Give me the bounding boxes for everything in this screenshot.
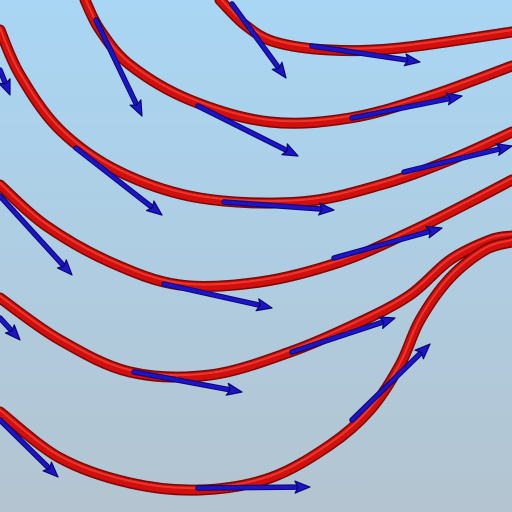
arrow-9	[401, 143, 512, 175]
arrow-13	[0, 315, 21, 341]
streamline-5-highlight	[0, 233, 512, 377]
arrow-16-head	[42, 461, 59, 478]
arrow-5	[349, 92, 463, 121]
arrow-1-shaft	[230, 2, 279, 68]
arrow-15-shaft	[290, 320, 383, 354]
arrow-4-head	[281, 143, 299, 157]
arrow-7-head	[145, 200, 163, 216]
arrow-7-shaft	[74, 146, 152, 208]
arrow-2-head	[403, 53, 421, 67]
arrow-6-shaft	[0, 68, 7, 83]
arrow-14-head	[225, 382, 243, 396]
arrow-1	[229, 1, 287, 79]
arrow-9-shaft	[402, 147, 500, 174]
arrow-17-head	[294, 480, 311, 494]
arrow-1-head	[271, 61, 287, 79]
streamline-6-body	[0, 238, 512, 495]
arrow-12-head	[425, 225, 443, 239]
arrow-5-shaft	[350, 97, 450, 120]
arrow-13-head	[4, 324, 21, 341]
streamline-4-body	[0, 176, 512, 291]
arrow-16-shaft	[0, 418, 50, 469]
arrow-3-shaft	[94, 18, 138, 105]
arrow-13-shaft	[0, 316, 12, 331]
arrow-4	[195, 103, 299, 157]
arrow-2-shaft	[310, 44, 407, 62]
arrow-5-head	[445, 92, 463, 106]
arrow-9-head	[495, 143, 512, 156]
streamline-6-highlight	[0, 239, 512, 490]
arrow-3	[93, 17, 143, 117]
arrow-3-head	[129, 99, 143, 117]
arrow-10-head	[56, 259, 73, 276]
arrow-10	[0, 193, 73, 276]
arrow-7	[73, 145, 163, 216]
arrow-15	[289, 316, 396, 355]
arrow-14-shaft	[132, 370, 230, 392]
arrow-16	[0, 417, 59, 478]
arrow-11	[161, 281, 273, 312]
velocity-arrows	[0, 1, 512, 494]
streamline-4	[0, 174, 512, 293]
arrow-11-head	[255, 298, 273, 312]
streamline-6	[0, 236, 512, 496]
arrow-18	[349, 343, 431, 423]
arrow-6-head	[0, 78, 11, 96]
arrow-17-shaft	[196, 485, 297, 490]
arrow-14	[131, 369, 243, 396]
arrow-11-shaft	[162, 282, 260, 307]
arrow-12	[331, 225, 443, 261]
arrow-2	[309, 43, 421, 67]
arrow-6	[0, 67, 11, 96]
arrow-17	[195, 480, 311, 494]
arrow-15-head	[378, 316, 396, 329]
arrow-10-shaft	[0, 194, 64, 266]
arrow-18-shaft	[350, 352, 422, 422]
arrow-12-shaft	[332, 230, 430, 260]
arrow-8-head	[318, 202, 335, 216]
arrow-8	[221, 199, 335, 216]
arrow-4-shaft	[196, 104, 287, 152]
arrow-8-shaft	[222, 200, 321, 211]
streamline-4-highlight	[0, 177, 512, 286]
arrow-18-head	[414, 343, 431, 360]
